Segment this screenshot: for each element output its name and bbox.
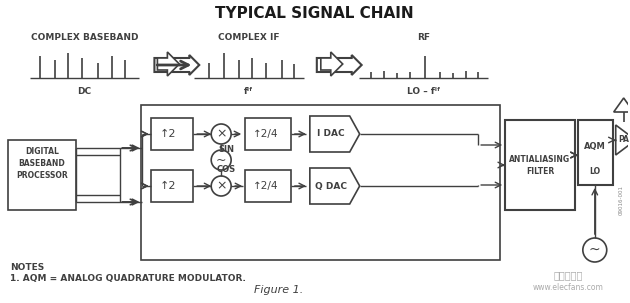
Text: I DAC: I DAC bbox=[317, 129, 345, 138]
Polygon shape bbox=[310, 168, 360, 204]
Text: ↑2: ↑2 bbox=[160, 181, 176, 191]
FancyBboxPatch shape bbox=[151, 170, 193, 202]
Text: fᴵᶠ: fᴵᶠ bbox=[244, 88, 254, 96]
Text: TYPICAL SIGNAL CHAIN: TYPICAL SIGNAL CHAIN bbox=[215, 5, 413, 21]
Text: DC: DC bbox=[77, 88, 92, 96]
Text: COMPLEX BASEBAND: COMPLEX BASEBAND bbox=[31, 34, 139, 42]
Text: BASEBAND: BASEBAND bbox=[18, 159, 66, 168]
Text: COS: COS bbox=[217, 165, 236, 175]
Text: ↑2/4: ↑2/4 bbox=[253, 181, 278, 191]
Polygon shape bbox=[321, 52, 343, 76]
FancyBboxPatch shape bbox=[8, 140, 76, 210]
Text: LO – fᴵᶠ: LO – fᴵᶠ bbox=[407, 88, 440, 96]
Text: www.elecfans.com: www.elecfans.com bbox=[532, 282, 604, 291]
Text: RF: RF bbox=[417, 34, 430, 42]
Polygon shape bbox=[158, 52, 180, 76]
Text: ↑2: ↑2 bbox=[160, 129, 176, 139]
Circle shape bbox=[583, 238, 607, 262]
Text: ×: × bbox=[216, 128, 226, 141]
Text: COMPLEX IF: COMPLEX IF bbox=[219, 34, 280, 42]
FancyBboxPatch shape bbox=[245, 170, 291, 202]
Text: Q DAC: Q DAC bbox=[315, 181, 346, 191]
Text: 电子发烧友: 电子发烧友 bbox=[553, 270, 583, 280]
Polygon shape bbox=[310, 116, 360, 152]
Text: 1. AQM = ANALOG QUADRATURE MODULATOR.: 1. AQM = ANALOG QUADRATURE MODULATOR. bbox=[10, 275, 246, 284]
Text: AQM: AQM bbox=[585, 142, 606, 151]
FancyArrow shape bbox=[154, 55, 199, 75]
Text: ANTIALIASING: ANTIALIASING bbox=[510, 155, 571, 165]
Circle shape bbox=[211, 176, 231, 196]
Text: ~: ~ bbox=[216, 154, 226, 167]
Circle shape bbox=[211, 150, 231, 170]
Text: DIGITAL: DIGITAL bbox=[25, 148, 59, 157]
Text: ↑2/4: ↑2/4 bbox=[253, 129, 278, 139]
Polygon shape bbox=[614, 98, 630, 112]
Text: NOTES: NOTES bbox=[10, 262, 44, 271]
FancyBboxPatch shape bbox=[245, 118, 291, 150]
Text: ×: × bbox=[216, 179, 226, 192]
FancyBboxPatch shape bbox=[505, 120, 575, 210]
Text: SIN: SIN bbox=[218, 145, 234, 155]
Text: ~: ~ bbox=[589, 243, 600, 257]
FancyArrow shape bbox=[317, 55, 362, 75]
Polygon shape bbox=[616, 125, 630, 155]
Text: PA: PA bbox=[618, 135, 629, 145]
Text: FILTER: FILTER bbox=[526, 168, 554, 177]
Text: 09016-001: 09016-001 bbox=[618, 185, 623, 215]
FancyBboxPatch shape bbox=[142, 105, 500, 260]
Text: LO: LO bbox=[590, 167, 601, 175]
Circle shape bbox=[211, 124, 231, 144]
FancyBboxPatch shape bbox=[151, 118, 193, 150]
Text: PROCESSOR: PROCESSOR bbox=[16, 171, 67, 181]
Text: Figure 1.: Figure 1. bbox=[255, 285, 304, 295]
FancyBboxPatch shape bbox=[578, 120, 613, 185]
